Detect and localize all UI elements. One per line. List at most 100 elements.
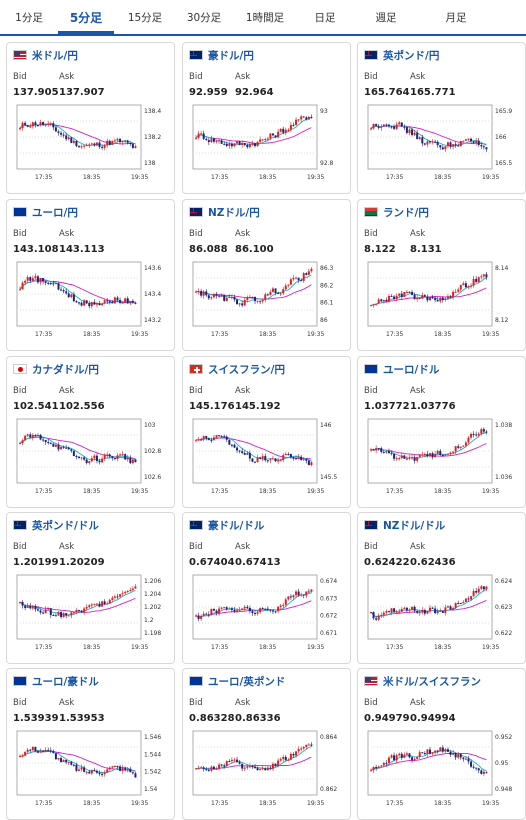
pair-name[interactable]: 米ドル/スイスフラン [383,675,482,688]
rate-card[interactable]: 英ポンド/ドル Bid Ask 1.20199 1.20209 1.206 1.204 1.2… [6,512,175,664]
card-title[interactable]: ユーロ/豪ドル [13,675,99,688]
card-title[interactable]: 豪ドル/ドル [189,519,265,532]
card-title[interactable]: 米ドル/スイスフラン [364,675,482,688]
mini-candle-chart[interactable]: 1.546 1.544 1.542 1.54 17:35 18:35 19:35 [13,729,171,811]
rate-card[interactable]: 米ドル/スイスフラン Bid Ask 0.94979 0.94994 0.952 0.95 0… [357,668,526,820]
bid-value: 86.088 [189,244,228,255]
rate-card[interactable]: 米ドル/円 Bid Ask 137.905 137.907 138.4 138.2 138 17… [6,42,175,194]
card-title[interactable]: 英ポンド/円 [364,49,440,62]
candle-body [282,128,285,133]
x-tick-label: 18:35 [259,644,276,651]
rate-card[interactable]: ユーロ/豪ドル Bid Ask 1.53939 1.53953 1.546 1.544 1.5… [6,668,175,820]
card-title[interactable]: ランド/円 [364,206,429,219]
pair-name[interactable]: ユーロ/ドル [383,363,440,376]
card-title[interactable]: スイスフラン/円 [189,363,286,376]
rate-card[interactable]: ランド/円 Bid Ask 8.122 8.131 8.14 8.12 17:35 18:35 1… [357,199,526,351]
ask-label: Ask [59,386,75,396]
pair-name[interactable]: ユーロ/豪ドル [32,675,99,688]
mini-candle-chart[interactable]: 0.952 0.95 0.948 17:35 18:35 19:35 [364,729,522,811]
card-title[interactable]: NZドル/ドル [364,519,446,532]
mini-candle-chart[interactable]: 138.4 138.2 138 17:35 18:35 19:35 [13,103,171,185]
rate-card[interactable]: ユーロ/ドル Bid Ask 1.03772 1.03776 1.038 1.036 17:3… [357,356,526,508]
candle-body [52,751,55,754]
mini-candle-chart[interactable]: 103 102.8 102.6 17:35 18:35 19:35 [13,417,171,499]
candle-body [289,124,292,130]
candle-body [238,762,241,764]
ask-value: 145.192 [235,401,281,412]
card-title[interactable]: 豪ドル/円 [189,49,254,62]
tab-1[interactable]: 5分足 [58,0,114,34]
rate-card[interactable]: ユーロ/英ポンド Bid Ask 0.86328 0.86336 0.864 0.862 17… [182,668,351,820]
card-title[interactable]: ユーロ/英ポンド [189,675,286,688]
rate-card[interactable]: NZドル/ドル Bid Ask 0.62422 0.62436 0.624 0.623 0.6… [357,512,526,664]
rate-card[interactable]: 豪ドル/ドル Bid Ask 0.67404 0.67413 0.674 0.673 0.67… [182,512,351,664]
mini-candle-chart[interactable]: 86.3 86.2 86.1 86 17:35 18:35 19:35 [189,260,347,342]
tab-0[interactable]: 1分足 [15,12,43,24]
candle-body [52,283,55,285]
mini-candle-chart[interactable]: 165.9 166 165.5 17:35 18:35 19:35 [364,103,522,185]
candle-body [60,132,63,135]
candle-body [405,753,408,755]
card-title[interactable]: カナダドル/円 [13,363,99,376]
card-title[interactable]: 米ドル/円 [13,49,78,62]
mini-candle-chart[interactable]: 146 145.5 17:35 18:35 19:35 [189,417,347,499]
ask-value: 137.907 [59,87,105,98]
tab-2[interactable]: 15分足 [127,12,163,24]
pair-name[interactable]: 米ドル/円 [32,49,78,62]
mini-candle-chart[interactable]: 143.6 143.4 143.2 17:35 18:35 19:35 [13,260,171,342]
pair-name[interactable]: ユーロ/英ポンド [208,675,286,688]
tab-6[interactable]: 週足 [375,12,397,24]
rate-card[interactable]: 豪ドル/円 Bid Ask 92.959 92.964 93 92.8 17:35 18:35 1… [182,42,351,194]
candle-body [261,456,264,459]
candle-body [207,295,210,299]
pair-name[interactable]: スイスフラン/円 [208,363,286,376]
candle-body [72,612,75,614]
candle-body [289,753,292,760]
rate-card[interactable]: カナダドル/円 Bid Ask 102.541 102.556 103 102.8 102.6… [6,356,175,508]
rate-card[interactable]: スイスフラン/円 Bid Ask 145.176 145.192 146 145.5 17:3… [182,356,351,508]
mini-candle-chart[interactable]: 8.14 8.12 17:35 18:35 19:35 [364,260,522,342]
candle-body [57,758,60,760]
card-title[interactable]: ユーロ/ドル [364,363,440,376]
x-tick-label: 18:35 [259,174,276,181]
pair-name[interactable]: 英ポンド/円 [383,49,440,62]
bid-value: 1.20199 [13,557,59,568]
candle-body [457,145,460,147]
tab-3[interactable]: 30分足 [186,12,222,24]
candle-body [297,749,300,752]
candle-body [36,276,39,283]
rate-card[interactable]: NZドル/円 Bid Ask 86.088 86.100 86.3 86.2 86.1 86 17… [182,199,351,351]
card-title[interactable]: NZドル/円 [189,206,260,219]
rate-card[interactable]: ユーロ/円 Bid Ask 143.108 143.113 143.6 143.4 143.2… [6,199,175,351]
mini-candle-chart[interactable]: 1.206 1.204 1.202 1.2 1.198 17:35 18:35 19:35 [13,573,171,655]
pair-name[interactable]: NZドル/円 [208,206,260,219]
tab-7[interactable]: 月足 [445,12,467,24]
rate-card[interactable]: 英ポンド/円 Bid Ask 165.764 165.771 165.9 166 165.5 1… [357,42,526,194]
candle-body [274,458,277,462]
pair-name[interactable]: カナダドル/円 [32,363,99,376]
pair-name[interactable]: 英ポンド/ドル [32,519,99,532]
pair-name[interactable]: 豪ドル/ドル [208,519,265,532]
card-title[interactable]: 英ポンド/ドル [13,519,99,532]
pair-name[interactable]: NZドル/ドル [383,519,446,532]
candle-body [80,457,83,459]
candle-body [436,141,439,146]
mini-candle-chart[interactable]: 1.038 1.036 17:35 18:35 19:35 [364,417,522,499]
candle-body [243,767,246,769]
bid-label: Bid [364,72,378,82]
mini-candle-chart[interactable]: 0.864 0.862 17:35 18:35 19:35 [189,729,347,811]
candle-body [421,752,424,754]
candle-body [470,138,473,142]
tab-5[interactable]: 日足 [314,12,336,24]
x-tick-label: 18:35 [259,331,276,338]
mini-candle-chart[interactable]: 93 92.8 17:35 18:35 19:35 [189,103,347,185]
mini-candle-chart[interactable]: 0.624 0.623 0.622 17:35 18:35 19:35 [364,573,522,655]
tab-4[interactable]: 1時間足 [245,12,285,24]
mini-candle-chart[interactable]: 0.674 0.673 0.672 0.671 17:35 18:35 19:35 [189,573,347,655]
card-title[interactable]: ユーロ/円 [13,206,78,219]
pair-name[interactable]: ランド/円 [383,206,429,219]
candle-body [261,139,264,141]
pair-name[interactable]: ユーロ/円 [32,206,78,219]
candle-body [259,139,262,142]
pair-name[interactable]: 豪ドル/円 [208,49,254,62]
